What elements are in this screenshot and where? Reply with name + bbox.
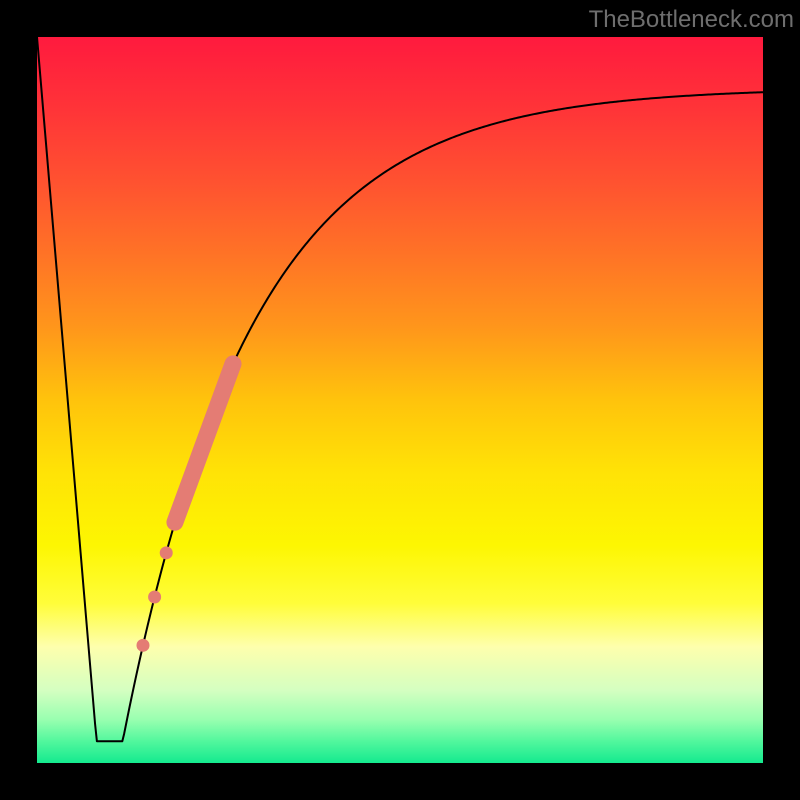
watermark-text: TheBottleneck.com	[589, 6, 794, 34]
chart-container: TheBottleneck.com	[0, 0, 800, 800]
bottleneck-chart	[0, 0, 800, 800]
marker-dot	[148, 590, 161, 603]
chart-gradient-background	[37, 37, 763, 763]
marker-dot	[136, 639, 149, 652]
marker-dot	[160, 546, 173, 559]
